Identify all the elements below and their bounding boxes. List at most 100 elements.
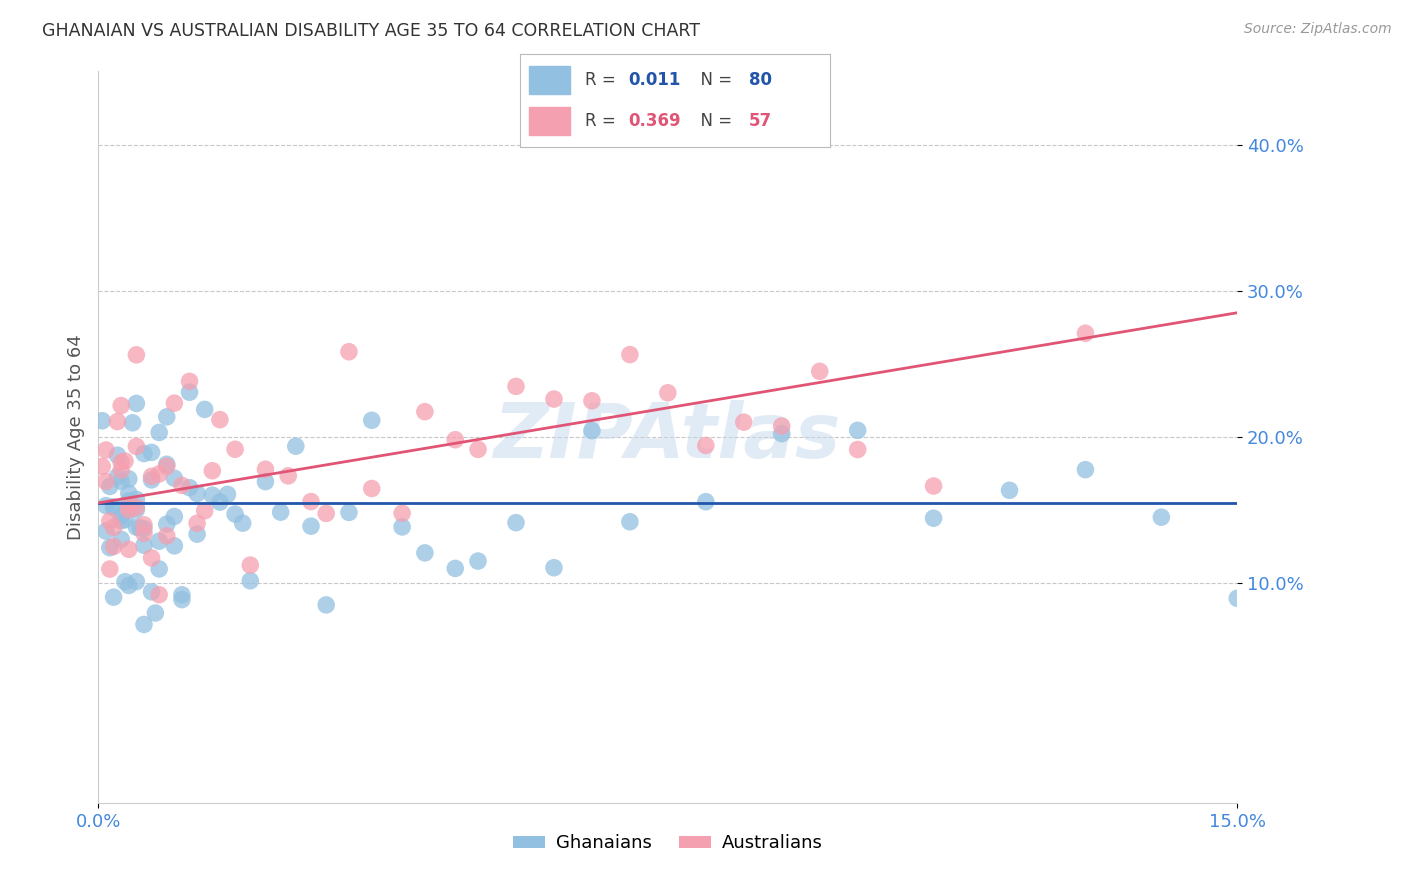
- Point: [125, 520, 148, 534]
- Point: [125, 492, 148, 507]
- Point: [110, 455, 132, 469]
- Point: [194, 402, 217, 417]
- Point: [125, 348, 148, 362]
- Point: [103, 500, 125, 515]
- Point: [125, 439, 148, 453]
- Point: [103, 540, 125, 554]
- Point: [103, 500, 125, 515]
- Point: [224, 442, 246, 457]
- Point: [118, 486, 141, 500]
- Point: [186, 486, 208, 500]
- Point: [114, 513, 136, 527]
- Point: [194, 504, 217, 518]
- Point: [110, 509, 132, 524]
- Text: 80: 80: [749, 70, 772, 88]
- Point: [444, 433, 467, 447]
- Point: [391, 506, 413, 520]
- Point: [284, 439, 307, 453]
- Point: [695, 494, 717, 508]
- Point: [543, 560, 565, 574]
- Point: [413, 546, 436, 560]
- Point: [132, 617, 155, 632]
- Point: [94, 499, 117, 513]
- Point: [315, 598, 337, 612]
- Text: 0.011: 0.011: [628, 70, 681, 88]
- Point: [118, 503, 141, 517]
- Point: [179, 375, 201, 389]
- Point: [94, 443, 117, 458]
- Point: [270, 505, 292, 519]
- Point: [141, 469, 163, 483]
- Point: [299, 519, 322, 533]
- Point: [201, 464, 224, 478]
- Legend: Ghanaians, Australians: Ghanaians, Australians: [505, 827, 831, 860]
- Bar: [530, 66, 569, 94]
- Point: [1074, 326, 1097, 341]
- Point: [1226, 591, 1249, 606]
- Point: [922, 479, 945, 493]
- Point: [163, 396, 186, 410]
- Point: [217, 487, 239, 501]
- Point: [846, 442, 869, 457]
- Point: [98, 541, 121, 555]
- Point: [156, 457, 179, 471]
- Point: [141, 584, 163, 599]
- Point: [170, 478, 193, 492]
- Point: [107, 448, 129, 462]
- Point: [118, 578, 141, 592]
- Point: [186, 516, 208, 531]
- Point: [91, 414, 114, 428]
- Point: [114, 454, 136, 468]
- Point: [224, 507, 246, 521]
- Point: [118, 542, 141, 557]
- Point: [132, 538, 155, 552]
- Point: [299, 494, 322, 508]
- Point: [132, 522, 155, 536]
- Point: [110, 399, 132, 413]
- Point: [163, 471, 186, 485]
- Point: [208, 495, 231, 509]
- Point: [141, 473, 163, 487]
- Point: [232, 516, 254, 530]
- Text: R =: R =: [585, 70, 621, 88]
- Point: [1074, 463, 1097, 477]
- Point: [695, 438, 717, 452]
- Point: [141, 550, 163, 565]
- Point: [201, 488, 224, 502]
- Point: [998, 483, 1021, 498]
- Text: Source: ZipAtlas.com: Source: ZipAtlas.com: [1244, 22, 1392, 37]
- Point: [505, 516, 527, 530]
- Point: [132, 446, 155, 460]
- Point: [391, 520, 413, 534]
- Point: [1150, 510, 1173, 524]
- Point: [277, 468, 299, 483]
- Text: 57: 57: [749, 112, 772, 130]
- Point: [163, 509, 186, 524]
- Point: [156, 459, 179, 474]
- Point: [156, 409, 179, 424]
- Point: [118, 499, 141, 513]
- Point: [118, 494, 141, 508]
- Point: [444, 561, 467, 575]
- Point: [103, 590, 125, 604]
- Point: [91, 459, 114, 474]
- Point: [121, 416, 143, 430]
- Point: [239, 558, 262, 573]
- Bar: [530, 107, 569, 135]
- Point: [254, 475, 277, 489]
- Point: [360, 413, 382, 427]
- Point: [156, 517, 179, 532]
- Point: [148, 562, 170, 576]
- Point: [103, 520, 125, 534]
- Point: [107, 469, 129, 483]
- Text: N =: N =: [690, 70, 738, 88]
- Point: [254, 462, 277, 476]
- Point: [413, 405, 436, 419]
- Text: 0.369: 0.369: [628, 112, 681, 130]
- Point: [163, 539, 186, 553]
- Point: [581, 393, 603, 408]
- Point: [125, 502, 148, 516]
- Point: [129, 521, 152, 535]
- Point: [125, 574, 148, 589]
- Point: [156, 529, 179, 543]
